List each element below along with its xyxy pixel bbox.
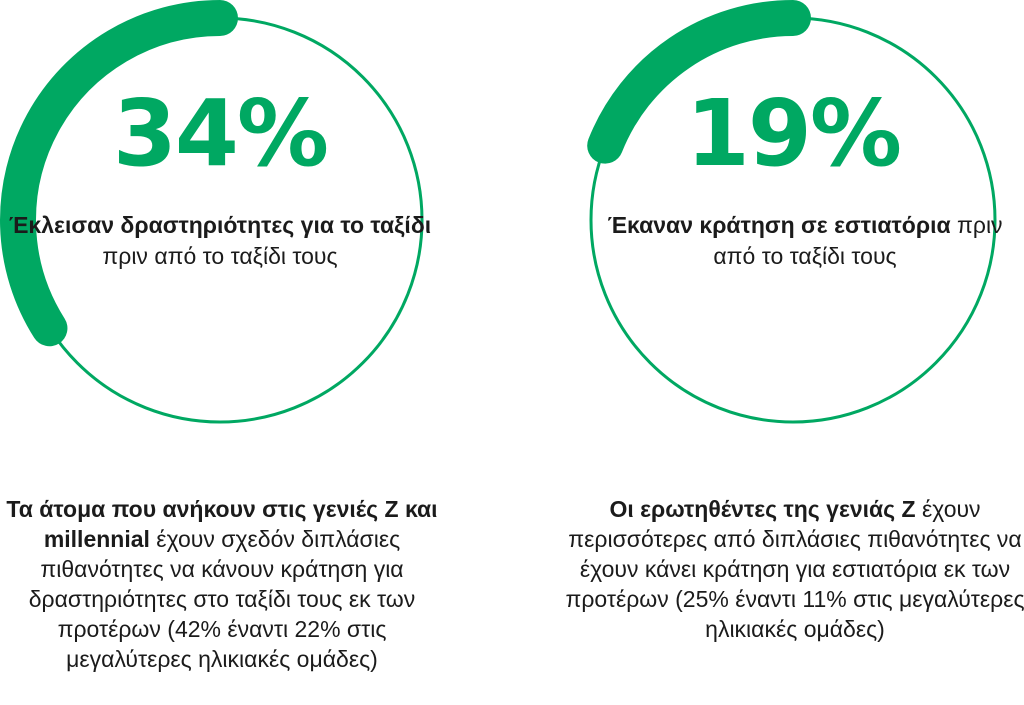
- note-bold: Τα άτομα που ανήκουν στις γενιές Z και m…: [6, 496, 438, 552]
- stat-label-rest: πριν από το ταξίδι τους: [102, 243, 338, 269]
- note-rest: έχουν περισσότερες από διπλάσιες πιθανότ…: [565, 496, 1024, 642]
- stat-note-restaurants: Οι ερωτηθέντες της γενιάς Z έχουν περισσ…: [565, 494, 1024, 644]
- stat-percentage: 34%: [112, 80, 329, 187]
- stat-note-activities: Τα άτομα που ανήκουν στις γενιές Z και m…: [0, 494, 452, 674]
- stat-label: Έκαναν κράτηση σε εστιατόρια πριν από το…: [585, 210, 1024, 272]
- progress-ring: [587, 0, 997, 424]
- stat-label-rest: πριν από το ταξίδι τους: [713, 212, 1003, 269]
- note-bold: Οι ερωτηθέντες της γενιάς Z: [609, 496, 916, 522]
- ring-progress-arc: [587, 0, 811, 164]
- stat-ring-restaurants: 19% Έκαναν κράτηση σε εστιατόρια πριν απ…: [573, 0, 1013, 440]
- progress-ring: [0, 0, 424, 424]
- stat-label-bold: Έκαναν κράτηση σε εστιατόρια: [607, 212, 951, 238]
- stat-percentage: 19%: [685, 80, 902, 187]
- ring-progress-arc: [0, 0, 238, 347]
- note-rest: έχουν σχεδόν διπλάσιες πιθανότητες να κά…: [28, 526, 416, 672]
- stat-ring-activities: 34% Έκλεισαν δραστηριότητες για το ταξίδ…: [0, 0, 440, 440]
- stat-label-bold: Έκλεισαν δραστηριότητες για το ταξίδι: [8, 212, 432, 238]
- stat-label: Έκλεισαν δραστηριότητες για το ταξίδι πρ…: [0, 210, 440, 272]
